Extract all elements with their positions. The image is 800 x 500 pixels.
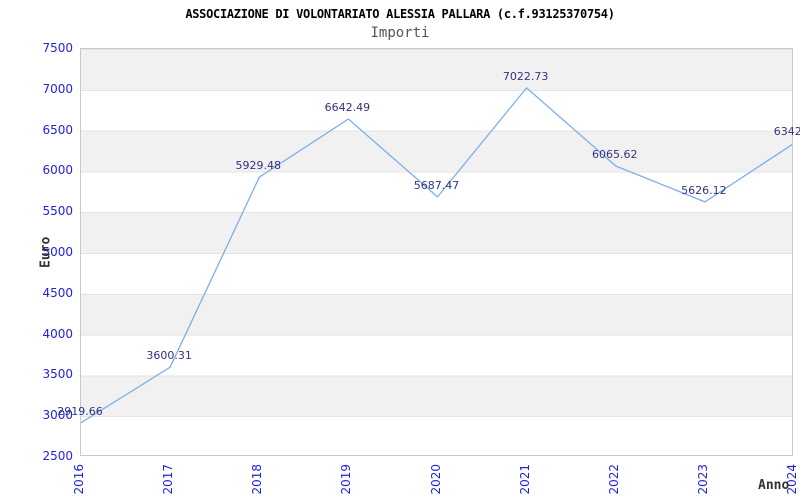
data-point-label: 3600.31 xyxy=(146,349,192,363)
line-chart-svg xyxy=(81,87,792,424)
x-tick-label: 2022 xyxy=(606,464,621,495)
data-point-label: 5929.48 xyxy=(235,159,282,173)
y-tick-label: 6500 xyxy=(42,122,73,137)
y-tick-label: 7000 xyxy=(42,81,73,96)
y-tick-label: 3500 xyxy=(42,367,73,382)
y-tick-label: 5500 xyxy=(42,204,73,219)
x-tick-label: 2018 xyxy=(250,464,265,495)
x-tick-label: 2019 xyxy=(339,464,354,495)
plot-area xyxy=(80,48,793,456)
y-tick-label: 2500 xyxy=(42,449,73,463)
y-tick-label: 5000 xyxy=(42,245,73,259)
x-tick-label: 2021 xyxy=(517,464,532,495)
data-point-label: 6342.9 xyxy=(773,125,800,139)
data-point-label: 7022.73 xyxy=(502,69,549,83)
y-tick-label: 4000 xyxy=(42,326,73,341)
data-point-label: 6642.49 xyxy=(324,100,371,114)
chart-subtitle: Importi xyxy=(370,25,430,41)
data-point-label: 2919.66 xyxy=(57,404,103,418)
chart-title: ASSOCIAZIONE DI VOLONTARIATO ALESSIA PAL… xyxy=(185,7,615,21)
y-tick-label: 3000 xyxy=(42,408,73,423)
x-tick-label: 2016 xyxy=(72,464,86,495)
line-series xyxy=(81,87,792,424)
x-tick-label: 2017 xyxy=(161,464,176,495)
x-tick-label: 2020 xyxy=(428,464,443,495)
data-point-label: 6065.62 xyxy=(592,148,638,162)
data-point-label: 5687.47 xyxy=(413,178,460,192)
x-tick-label: 2023 xyxy=(695,464,710,495)
y-tick-label: 7500 xyxy=(42,41,73,55)
y-tick-label: 6000 xyxy=(42,163,73,178)
y-axis-title: Euro xyxy=(38,236,54,268)
x-axis-title: Anno xyxy=(758,478,790,493)
y-tick-label: 4500 xyxy=(42,285,73,300)
data-point-label: 5626.12 xyxy=(681,183,727,197)
